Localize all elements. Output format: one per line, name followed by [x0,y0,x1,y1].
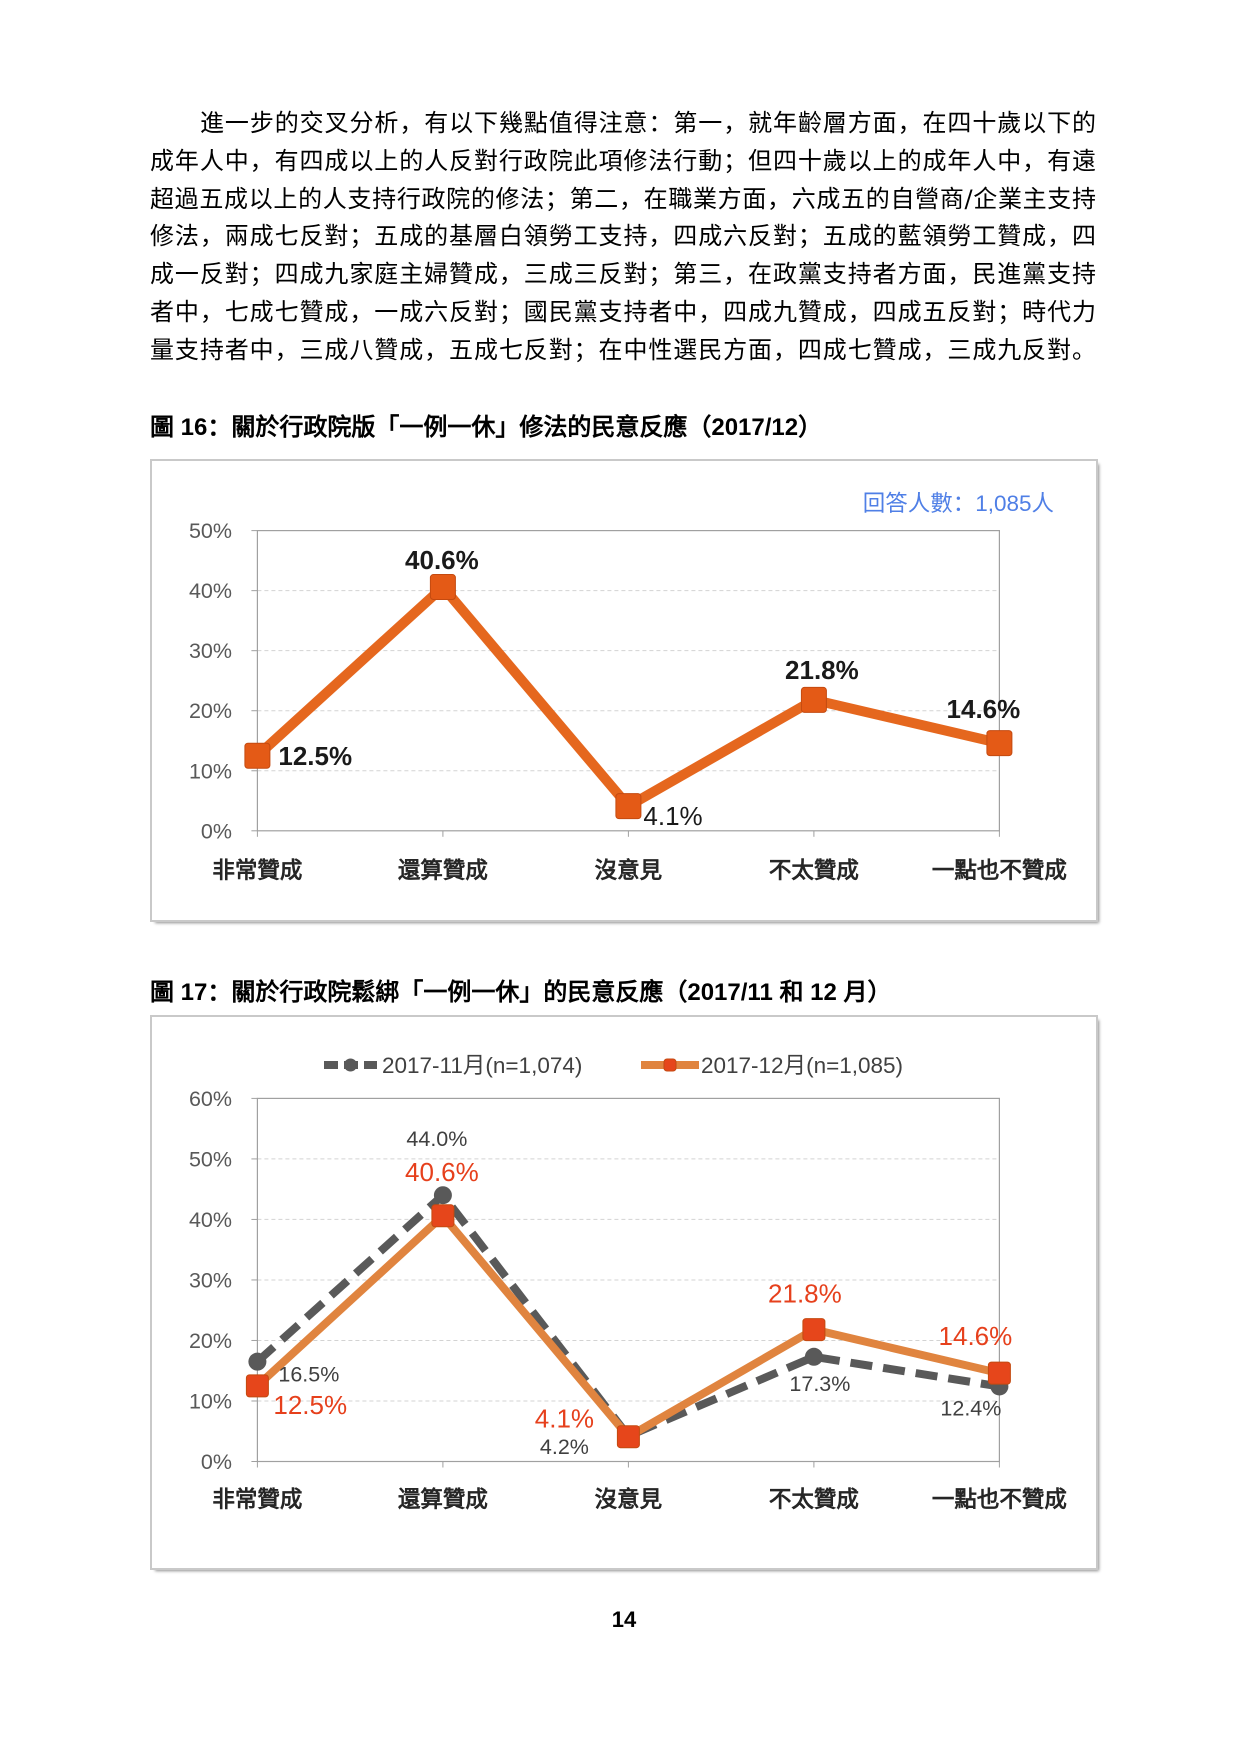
data-label: 16.5% [278,1363,339,1387]
category-label: 還算贊成 [398,857,489,883]
paragraph-line: 超過五成以上的人支持行政院的修法；第二，在職業方面，六成五的自營商/企業主支持 [150,184,1096,213]
data-point-marker [245,1374,269,1398]
data-label: 4.2% [540,1435,589,1459]
data-label: 14.6% [939,1321,1013,1351]
data-label: 44.0% [406,1127,467,1151]
category-label: 還算贊成 [398,1486,489,1512]
y-tick-label: 10% [189,759,232,783]
legend-label: 2017-11月(n=1,074) [382,1053,582,1078]
data-point-marker [616,1425,640,1449]
data-label: 40.6% [405,1157,479,1187]
data-label: 21.8% [785,655,859,685]
series-line [252,582,1005,812]
data-label: 4.1% [643,801,702,831]
paragraph-line: 者中，七成七贊成，一成六反對；國民黨支持者中，四成九贊成，四成五反對；時代力 [150,297,1096,326]
data-label: 17.3% [789,1372,850,1396]
legend-marker [344,1058,357,1072]
data-point-marker [431,1204,455,1228]
y-tick-label: 10% [189,1389,232,1413]
y-tick-label: 20% [189,699,232,723]
paragraph-line: 成年人中，有四成以上的人反對行政院此項修法行動；但四十歲以上的成年人中，有遠 [150,146,1096,175]
body-paragraph: 進一步的交叉分析，有以下幾點值得注意：第一，就年齡層方面，在四十歲以下的 成年人… [150,105,1096,370]
category-label: 沒意見 [595,1486,663,1512]
data-point-marker [429,574,456,601]
y-tick-label: 50% [189,519,232,543]
y-tick-label: 40% [189,579,232,603]
figure-17-chart-svg: 0% 10% 20% 30% 40% 50% 60% 非常贊成 還算贊成 沒意見 不太贊成 一點也不贊… [189,1053,1068,1512]
category-label: 沒意見 [595,857,663,883]
category-label: 非常贊成 [212,858,303,883]
data-point-marker [800,686,827,713]
y-tick-label: 50% [189,1147,232,1171]
data-point-marker [433,1186,452,1205]
series-line [253,1211,1004,1441]
data-point-marker [244,742,271,769]
figure-17-caption: 圖 17：關於行政院鬆綁「一例一休」的民意反應（2017/11 和 12 月） [150,979,892,1006]
data-point-marker [804,1347,823,1366]
figure-16-chart: 0% 10% 20% 30% 40% 50% 非常贊成 還算贊成 沒意見 不太贊成 一點也不贊成 12… [150,459,1098,922]
legend-label: 2017-12月(n=1,085) [701,1053,903,1078]
data-point-marker [986,730,1013,757]
data-label: 4.1% [535,1404,594,1434]
data-label: 40.6% [405,545,479,575]
legend-marker [663,1058,677,1072]
paragraph-line: 成一反對；四成九家庭主婦贊成，三成三反對；第三，在政黨支持者方面，民進黨支持 [150,260,1096,289]
series-line [254,1191,1001,1441]
category-label: 不太贊成 [769,1487,860,1512]
y-tick-label: 20% [189,1329,232,1353]
figure-16-caption: 圖 16：關於行政院版「一例一休」修法的民意反應（2017/12） [150,414,823,441]
y-tick-label: 30% [189,1268,232,1292]
y-tick-label: 0% [201,819,232,843]
page-number: 14 [611,1607,637,1632]
data-point-marker [615,793,642,820]
plot-frame [256,529,1001,832]
figure-16-chart-svg: 0% 10% 20% 30% 40% 50% 非常贊成 還算贊成 沒意見 不太贊成 一點也不贊成 12… [189,491,1068,883]
y-tick-label: 0% [201,1450,232,1474]
category-label: 一點也不贊成 [932,1487,1068,1512]
respondent-count-note: 回答人數：1,085人 [863,491,1054,516]
figure-17-chart: 0% 10% 20% 30% 40% 50% 60% 非常贊成 還算贊成 沒意見 不太贊成 一點也不贊… [150,1015,1098,1570]
data-label: 12.4% [940,1396,1001,1420]
category-label: 不太贊成 [769,858,860,883]
y-tick-label: 30% [189,639,232,663]
y-tick-label: 60% [189,1087,232,1111]
data-point-marker [987,1361,1011,1385]
paragraph-line: 進一步的交叉分析，有以下幾點值得注意：第一，就年齡層方面，在四十歲以下的 [200,109,1096,137]
data-label: 14.6% [947,694,1021,724]
data-point-marker [248,1352,267,1371]
y-tick-label: 40% [189,1208,232,1232]
paragraph-line: 修法，兩成七反對；五成的基層白領勞工支持，四成六反對；五成的藍領勞工贊成，四 [150,222,1096,251]
category-label: 一點也不贊成 [932,858,1068,883]
paragraph-line: 量支持者中，三成八贊成，五成七反對；在中性選民方面，四成七贊成，三成九反對。 [150,335,1096,364]
data-label: 12.5% [278,741,352,771]
data-label: 12.5% [273,1390,347,1420]
data-label: 21.8% [768,1279,842,1309]
category-label: 非常贊成 [212,1487,303,1512]
data-point-marker [802,1318,826,1342]
